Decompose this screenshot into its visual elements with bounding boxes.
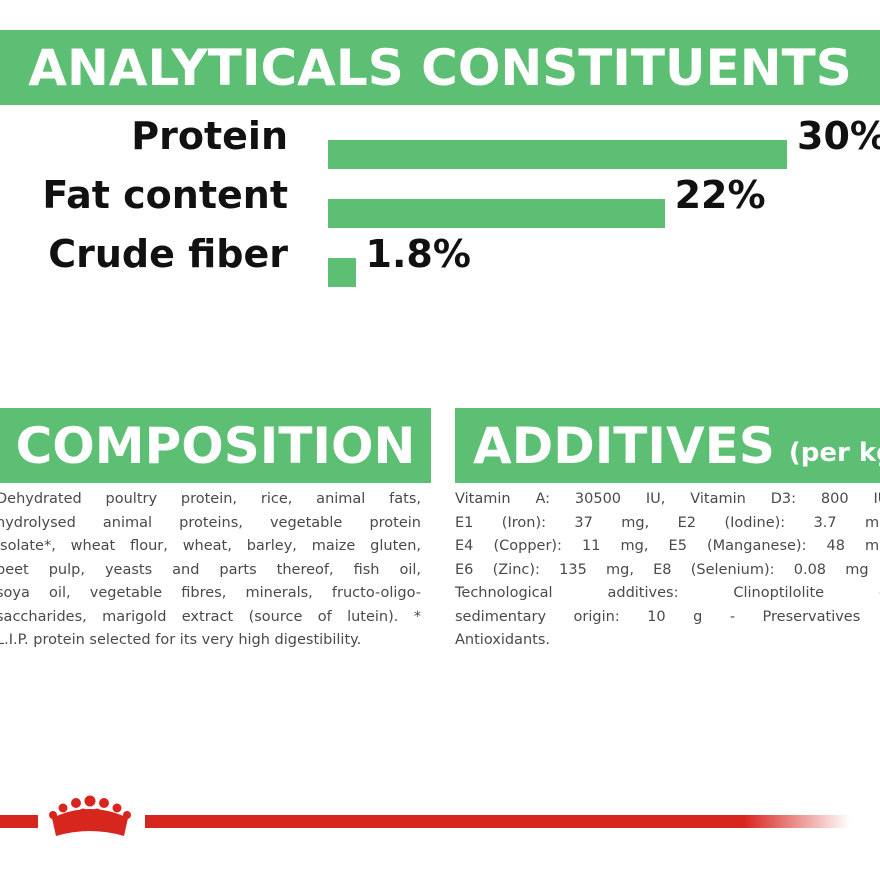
section-title: COMPOSITION xyxy=(15,416,416,475)
section-header: ADDITIVES (per kg) xyxy=(455,408,880,483)
text-line: E4 (Copper): 11 mg, E5 (Manganese): 48 m… xyxy=(455,538,880,554)
bar xyxy=(328,199,665,228)
additives-text: Vitamin A: 30500 IU, Vitamin D3: 800 IU,… xyxy=(455,488,880,653)
text-line: E6 (Zinc): 135 mg, E8 (Selenium): 0.08 m… xyxy=(455,561,880,578)
category-label: Fat content xyxy=(42,173,288,217)
text-line: Vitamin A: 30500 IU, Vitamin D3: 800 IU, xyxy=(455,491,880,507)
section-header: ANALYTICALS CONSTITUENTS xyxy=(0,30,880,105)
section-subtitle: (per kg) xyxy=(788,437,880,468)
value-label: 1.8% xyxy=(365,232,471,276)
text-line: beet pulp, yeasts and parts thereof, fis… xyxy=(0,561,421,578)
value-label: 22% xyxy=(674,173,766,217)
text-line: sedimentary origin: 10 g - Preservatives… xyxy=(455,608,880,625)
category-label: Protein xyxy=(131,114,288,158)
composition-text: Dehydrated poultry protein, rice, animal… xyxy=(0,488,421,653)
text-line: Antioxidants. xyxy=(455,632,550,648)
text-line: soya oil, vegetable fibres, minerals, fr… xyxy=(0,585,421,601)
text-line: isolate*, wheat flour, wheat, barley, ma… xyxy=(0,538,421,554)
text-line: hydrolysed animal proteins, vegetable pr… xyxy=(0,514,421,531)
text-line: Dehydrated poultry protein, rice, animal… xyxy=(0,491,421,507)
text-line: E1 (Iron): 37 mg, E2 (Iodine): 3.7 mg, xyxy=(455,514,880,531)
bar xyxy=(328,258,356,287)
section-title: ADDITIVES xyxy=(473,416,775,475)
section-header: COMPOSITION xyxy=(0,408,431,483)
text-line: saccharides, marigold extract (source of… xyxy=(0,608,421,625)
category-label: Crude fiber xyxy=(48,232,288,276)
value-label: 30% xyxy=(797,114,880,158)
chart-title: ANALYTICALS CONSTITUENTS xyxy=(28,38,852,97)
bar xyxy=(328,140,787,169)
text-line: Technological additives: Clinoptilolite … xyxy=(455,585,880,601)
text-line: L.I.P. protein selected for its very hig… xyxy=(0,632,362,648)
